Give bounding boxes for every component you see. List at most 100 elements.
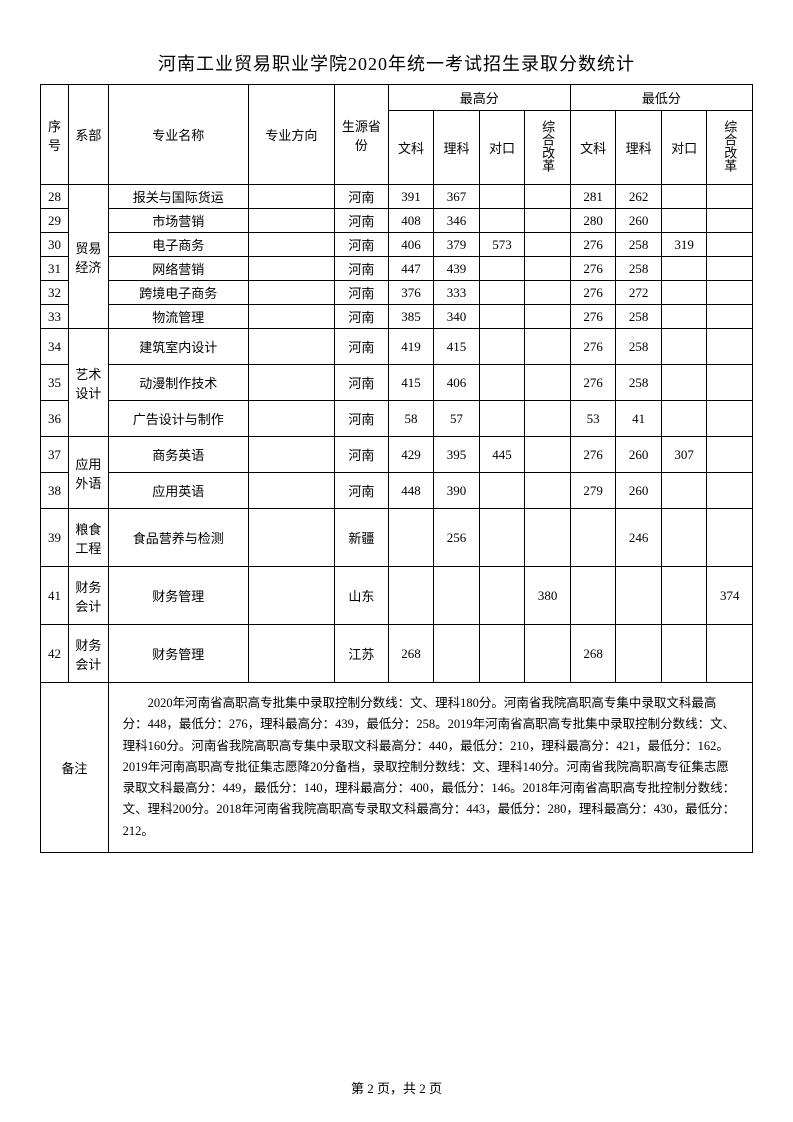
score-table: 序号 系部 专业名称 专业方向 生源省份 最高分 最低分 文科 理科 对口 综合… — [40, 84, 753, 853]
cell-score: 319 — [661, 233, 707, 257]
cell-score: 280 — [570, 209, 616, 233]
cell-score: 346 — [434, 209, 480, 233]
cell-score: 258 — [616, 257, 662, 281]
cell-score: 279 — [570, 473, 616, 509]
cell-score: 268 — [570, 625, 616, 683]
cell-score — [661, 185, 707, 209]
cell-score — [707, 209, 753, 233]
cell-dir — [248, 257, 334, 281]
cell-seq: 38 — [41, 473, 69, 509]
cell-score — [707, 233, 753, 257]
cell-dept: 艺术设计 — [69, 329, 109, 437]
notes-content: 2020年河南省高职高专批集中录取控制分数线：文、理科180分。河南省我院高职高… — [108, 683, 752, 853]
cell-seq: 33 — [41, 305, 69, 329]
cell-dir — [248, 567, 334, 625]
cell-dir — [248, 233, 334, 257]
cell-score — [525, 185, 571, 209]
header-min-wen: 文科 — [570, 111, 616, 185]
cell-seq: 34 — [41, 329, 69, 365]
cell-score — [479, 473, 525, 509]
cell-score — [707, 509, 753, 567]
cell-score — [661, 209, 707, 233]
cell-score — [434, 567, 480, 625]
cell-major: 物流管理 — [108, 305, 248, 329]
cell-score: 406 — [388, 233, 434, 257]
cell-score — [707, 329, 753, 365]
cell-dir — [248, 365, 334, 401]
page-footer: 第 2 页，共 2 页 — [0, 1078, 793, 1097]
cell-dept: 贸易经济 — [69, 185, 109, 329]
cell-seq: 42 — [41, 625, 69, 683]
cell-prov: 河南 — [335, 185, 389, 209]
cell-major: 动漫制作技术 — [108, 365, 248, 401]
cell-prov: 河南 — [335, 437, 389, 473]
cell-dept: 财务会计 — [69, 625, 109, 683]
cell-score — [479, 257, 525, 281]
cell-score: 276 — [570, 437, 616, 473]
cell-score: 380 — [525, 567, 571, 625]
cell-score: 260 — [616, 437, 662, 473]
cell-score — [388, 567, 434, 625]
cell-score — [525, 473, 571, 509]
cell-score: 333 — [434, 281, 480, 305]
cell-score: 429 — [388, 437, 434, 473]
cell-score: 415 — [388, 365, 434, 401]
cell-score: 57 — [434, 401, 480, 437]
cell-score: 445 — [479, 437, 525, 473]
cell-dir — [248, 473, 334, 509]
cell-score — [388, 509, 434, 567]
cell-score — [616, 625, 662, 683]
cell-score: 395 — [434, 437, 480, 473]
cell-score — [479, 365, 525, 401]
cell-prov: 河南 — [335, 329, 389, 365]
cell-score: 53 — [570, 401, 616, 437]
cell-seq: 41 — [41, 567, 69, 625]
cell-dept: 应用外语 — [69, 437, 109, 509]
cell-score: 408 — [388, 209, 434, 233]
cell-score — [525, 257, 571, 281]
header-min-dui: 对口 — [661, 111, 707, 185]
cell-score: 374 — [707, 567, 753, 625]
cell-score — [479, 209, 525, 233]
cell-major: 食品营养与检测 — [108, 509, 248, 567]
cell-dir — [248, 437, 334, 473]
cell-prov: 山东 — [335, 567, 389, 625]
cell-score: 281 — [570, 185, 616, 209]
header-min-group: 最低分 — [570, 85, 752, 111]
cell-prov: 江苏 — [335, 625, 389, 683]
cell-seq: 28 — [41, 185, 69, 209]
cell-score: 367 — [434, 185, 480, 209]
cell-score: 258 — [616, 365, 662, 401]
cell-score: 419 — [388, 329, 434, 365]
header-max-group: 最高分 — [388, 85, 570, 111]
cell-seq: 35 — [41, 365, 69, 401]
header-min-li: 理科 — [616, 111, 662, 185]
cell-score — [707, 473, 753, 509]
cell-seq: 31 — [41, 257, 69, 281]
cell-score — [707, 437, 753, 473]
cell-seq: 29 — [41, 209, 69, 233]
cell-score — [479, 329, 525, 365]
cell-score — [570, 567, 616, 625]
cell-prov: 河南 — [335, 473, 389, 509]
cell-seq: 32 — [41, 281, 69, 305]
cell-score: 41 — [616, 401, 662, 437]
cell-dir — [248, 281, 334, 305]
cell-score — [707, 185, 753, 209]
cell-score: 340 — [434, 305, 480, 329]
cell-score — [570, 509, 616, 567]
header-major: 专业名称 — [108, 85, 248, 185]
cell-major: 财务管理 — [108, 567, 248, 625]
cell-score: 376 — [388, 281, 434, 305]
cell-prov: 河南 — [335, 281, 389, 305]
cell-score: 258 — [616, 233, 662, 257]
cell-seq: 30 — [41, 233, 69, 257]
cell-prov: 河南 — [335, 233, 389, 257]
cell-prov: 河南 — [335, 365, 389, 401]
header-province: 生源省份 — [335, 85, 389, 185]
cell-score: 391 — [388, 185, 434, 209]
cell-dir — [248, 401, 334, 437]
cell-score — [479, 509, 525, 567]
cell-score: 379 — [434, 233, 480, 257]
cell-score — [661, 401, 707, 437]
